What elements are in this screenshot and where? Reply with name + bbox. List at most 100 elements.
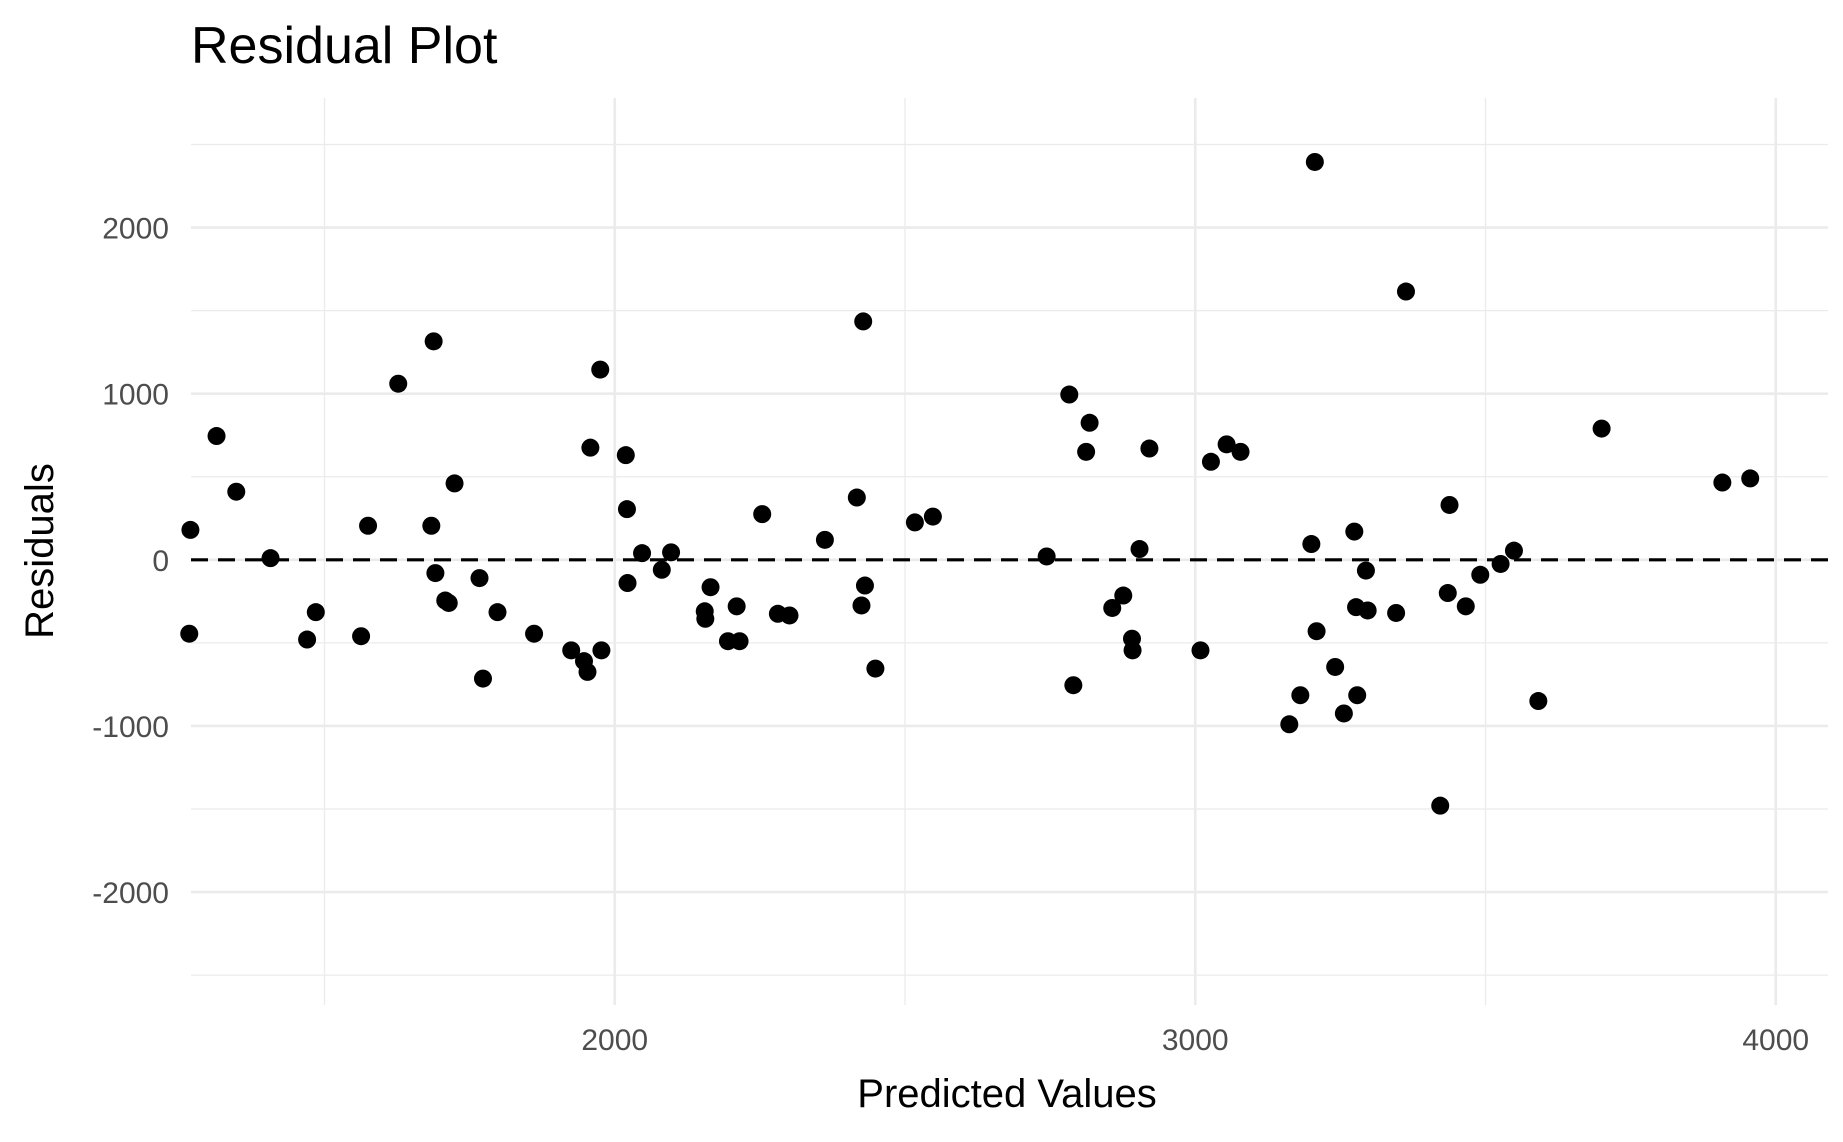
data-point	[1440, 495, 1459, 514]
data-point	[473, 669, 492, 688]
data-point	[1077, 442, 1096, 461]
data-point	[753, 505, 772, 524]
data-point	[1326, 657, 1345, 676]
data-point	[578, 662, 597, 681]
x-tick-label: 2000	[581, 1024, 648, 1057]
data-point	[617, 500, 636, 519]
data-point	[1387, 603, 1406, 622]
data-point	[1103, 598, 1122, 617]
data-point	[1713, 473, 1732, 492]
data-point	[488, 603, 507, 622]
data-point	[1217, 435, 1236, 454]
data-point	[352, 627, 371, 646]
data-point	[855, 576, 874, 595]
data-point	[866, 659, 885, 678]
data-point	[1334, 704, 1353, 723]
data-point	[359, 516, 378, 535]
data-point	[207, 427, 226, 446]
data-point	[422, 516, 441, 535]
data-point	[591, 360, 610, 379]
y-tick-label: 1000	[102, 379, 169, 412]
data-point	[1456, 597, 1475, 616]
data-point	[1130, 540, 1149, 559]
y-axis-label: Residuals	[18, 463, 62, 639]
data-point	[389, 374, 408, 393]
data-point	[1504, 541, 1523, 560]
data-point	[852, 596, 871, 615]
data-point	[1201, 452, 1220, 471]
data-point	[298, 630, 317, 649]
data-point	[618, 574, 637, 593]
data-point	[616, 446, 635, 465]
data-point	[261, 549, 280, 568]
data-point	[633, 544, 652, 563]
data-point	[1231, 442, 1250, 461]
y-tick-label: 2000	[102, 213, 169, 246]
data-point	[662, 543, 681, 562]
data-point	[1140, 439, 1159, 458]
data-point	[445, 474, 464, 493]
data-point	[1356, 561, 1375, 580]
data-points	[180, 152, 1760, 815]
chart-title: Residual Plot	[191, 17, 498, 75]
data-point	[581, 438, 600, 457]
data-point	[525, 624, 544, 643]
data-point	[424, 332, 443, 351]
data-point	[1191, 641, 1210, 660]
data-point	[1471, 565, 1490, 584]
data-point	[470, 569, 489, 588]
data-point	[306, 603, 325, 622]
data-point	[181, 520, 200, 539]
y-axis-tick-labels: -2000 -1000 0 1000 2000	[92, 213, 169, 910]
major-gridlines	[191, 98, 1828, 1005]
data-point	[1345, 522, 1364, 541]
data-point	[1123, 641, 1142, 660]
data-point	[1358, 601, 1377, 620]
data-point	[1592, 419, 1611, 438]
data-point	[701, 578, 720, 597]
data-point	[227, 482, 246, 501]
data-point	[426, 564, 445, 583]
data-point	[1305, 152, 1324, 171]
data-point	[1060, 385, 1079, 404]
data-point	[1348, 686, 1367, 705]
data-point	[854, 312, 873, 331]
data-point	[1280, 715, 1299, 734]
data-point	[1302, 535, 1321, 554]
y-tick-label: -1000	[92, 711, 169, 744]
y-tick-label: -2000	[92, 877, 169, 910]
data-point	[1114, 586, 1133, 605]
data-point	[815, 530, 834, 549]
data-point	[727, 597, 746, 616]
x-axis-tick-labels: 2000 3000 4000	[581, 1024, 1809, 1057]
data-point	[652, 560, 671, 579]
data-point	[780, 606, 799, 625]
data-point	[180, 624, 199, 643]
data-point	[730, 632, 749, 651]
data-point	[1080, 413, 1099, 432]
data-point	[1307, 622, 1326, 641]
data-point	[696, 609, 715, 628]
y-tick-label: 0	[152, 545, 169, 578]
data-point	[1529, 692, 1548, 711]
data-point	[847, 488, 866, 507]
data-point	[1431, 796, 1450, 815]
data-point	[592, 641, 611, 660]
data-point	[1064, 676, 1083, 695]
data-point	[562, 641, 581, 660]
data-point	[1438, 584, 1457, 603]
x-tick-label: 3000	[1162, 1024, 1229, 1057]
data-point	[439, 593, 458, 612]
data-point	[1741, 469, 1760, 488]
data-point	[1291, 686, 1310, 705]
data-point	[1396, 282, 1415, 301]
data-point	[923, 507, 942, 526]
x-axis-label: Predicted Values	[857, 1072, 1156, 1116]
data-point	[905, 513, 924, 532]
data-point	[1037, 547, 1056, 566]
x-tick-label: 4000	[1742, 1024, 1809, 1057]
minor-gridlines	[191, 98, 1828, 1005]
data-point	[1491, 554, 1510, 573]
